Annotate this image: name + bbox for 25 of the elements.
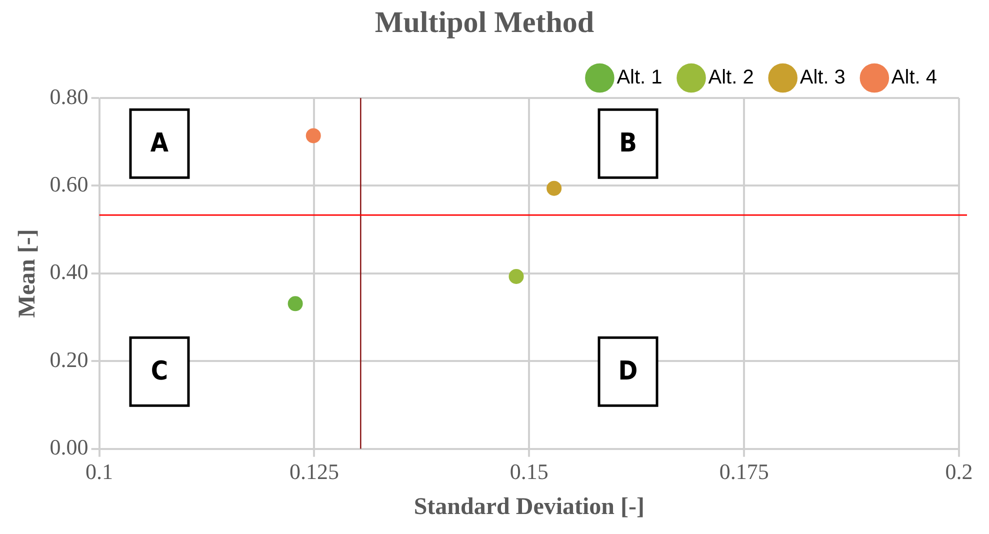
y-tick-label: 0.60 xyxy=(50,171,88,196)
legend-label: Alt. 4 xyxy=(891,66,937,89)
point xyxy=(508,268,524,284)
x-tick-label: 0.125 xyxy=(289,458,339,484)
legend-label: Alt. 2 xyxy=(708,66,754,89)
y-tick-label: 0.20 xyxy=(50,346,88,372)
point xyxy=(306,128,321,144)
annotation: D xyxy=(618,356,638,386)
y-tick-label: 0.80 xyxy=(50,84,88,109)
y-tick-label: 0.40 xyxy=(50,259,88,284)
annotation: C xyxy=(150,356,168,386)
x-tick-label: 0.15 xyxy=(510,458,548,484)
x-axis-title: Standard Deviation [-] xyxy=(414,494,644,520)
x-tick-label: 0.1 xyxy=(86,458,114,484)
annotation: A xyxy=(150,128,169,158)
annotation: B xyxy=(619,128,637,158)
point xyxy=(546,180,562,196)
point xyxy=(288,296,303,312)
x-tick-label: 0.175 xyxy=(719,458,769,484)
legend-label: Alt. 1 xyxy=(616,66,662,89)
y-axis-title: Mean [-] xyxy=(14,229,41,318)
y-tick-label: 0.00 xyxy=(50,434,88,460)
legend-label: Alt. 3 xyxy=(800,66,846,89)
x-tick-label: 0.2 xyxy=(945,458,973,484)
chart-title: Multipol Method xyxy=(374,6,594,39)
